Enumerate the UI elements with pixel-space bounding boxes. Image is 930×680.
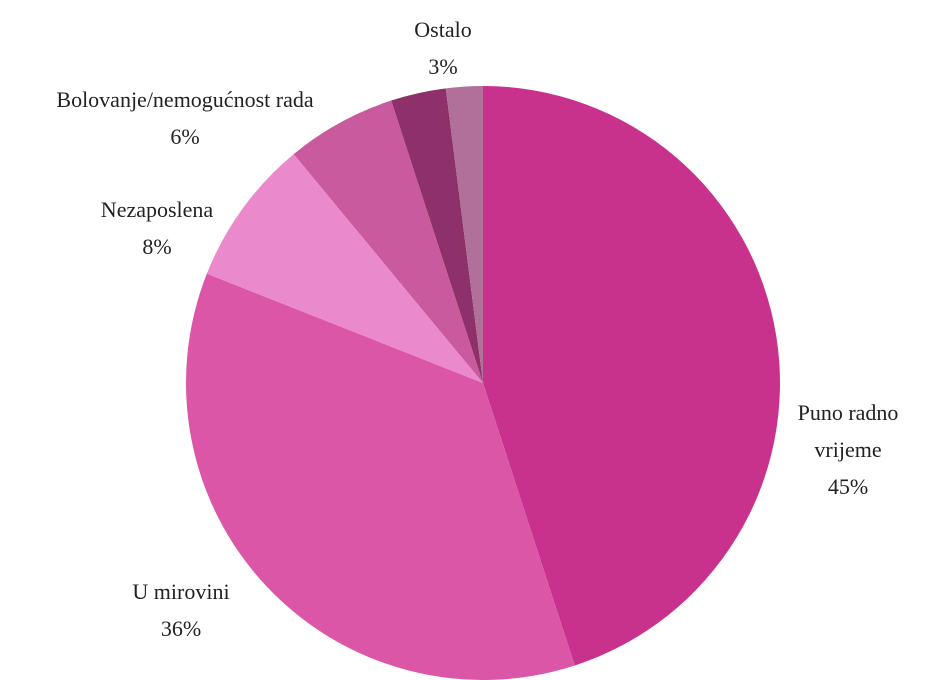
- slice-label: Nezaposlena 8%: [101, 191, 213, 265]
- pie-slice: [206, 154, 483, 383]
- slice-label: Puno radno vrijeme 45%: [778, 394, 918, 505]
- pie-slice: [483, 86, 780, 666]
- slice-label: Ostalo 3%: [414, 11, 471, 85]
- value-label: 45%: [827, 474, 869, 499]
- value-label: 8%: [142, 234, 172, 259]
- slice-label: U mirovini 36%: [132, 573, 229, 647]
- value-label: 36%: [160, 616, 202, 641]
- pie-slice: [391, 88, 483, 384]
- category-label: Puno radno vrijeme: [797, 400, 899, 462]
- category-label: Bolovanje/nemogućnost rada: [56, 87, 314, 112]
- pie-slice: [445, 86, 483, 383]
- pie-slice: [293, 100, 483, 383]
- category-label: Nezaposlena: [100, 197, 214, 222]
- slice-label: Bolovanje/nemogućnost rada 6%: [56, 81, 313, 155]
- value-label: 3%: [428, 54, 458, 79]
- category-label: U mirovini: [132, 579, 230, 604]
- category-label: Ostalo: [414, 17, 472, 42]
- value-label: 6%: [170, 124, 200, 149]
- pie-slice: [186, 273, 575, 680]
